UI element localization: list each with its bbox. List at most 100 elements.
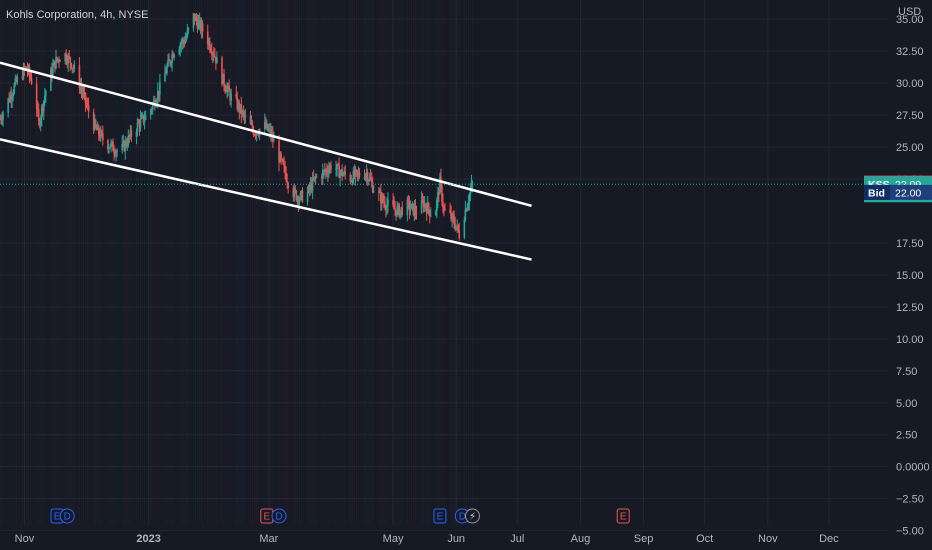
candle-body: [265, 123, 268, 128]
candle-body: [96, 126, 99, 131]
candle-body: [85, 103, 88, 105]
price-tags: Ask22.10KSS22.0915:21Bid22.00: [0, 175, 932, 203]
candle-body: [426, 203, 429, 214]
candle-body: [314, 176, 317, 178]
earnings-event-marker[interactable]: E: [433, 508, 447, 524]
candle-body: [315, 176, 318, 178]
candle-body: [224, 85, 226, 90]
candle-body: [182, 39, 185, 42]
candle-body: [24, 67, 27, 70]
candle-body: [436, 199, 438, 212]
candle-body: [469, 190, 472, 195]
candle-body: [58, 58, 60, 61]
candle-body: [251, 124, 254, 130]
earnings-future-event-marker[interactable]: E: [616, 508, 630, 524]
candle-body: [393, 205, 395, 210]
candle-body: [228, 85, 230, 92]
candle-body: [355, 169, 358, 171]
candle-body: [313, 176, 316, 180]
upper-channel-trendline[interactable]: [0, 61, 532, 208]
candle-body: [178, 49, 181, 55]
price-tick-label: 5.00: [896, 398, 917, 410]
price-axis[interactable]: 35.0032.5030.0027.5025.0022.5017.5015.00…: [896, 14, 930, 537]
candle-body: [396, 206, 398, 216]
candle-body: [10, 95, 13, 100]
candle-body: [1, 119, 3, 121]
candle-body: [73, 65, 76, 69]
candles: [0, 0, 474, 525]
candle-body: [365, 172, 368, 175]
candle-body: [201, 23, 204, 32]
time-tick-label: Nov: [15, 533, 35, 545]
lower-channel-trendline[interactable]: [0, 138, 532, 261]
candle-body: [243, 113, 246, 117]
candle-body: [2, 113, 4, 120]
candle-body: [225, 89, 227, 93]
candle-body: [424, 203, 427, 208]
candle-body: [151, 103, 154, 110]
candle-body: [363, 176, 366, 179]
earnings-past-event-marker[interactable]: E: [260, 508, 274, 524]
candle-body: [52, 66, 54, 76]
candle-body: [429, 215, 432, 217]
time-tick-label: Mar: [259, 533, 278, 545]
dividend-event-marker[interactable]: D: [271, 508, 287, 524]
candle-body: [343, 171, 345, 175]
candle-body: [414, 206, 417, 213]
candle-body: [108, 147, 110, 150]
candle-body: [392, 199, 394, 206]
candle-body: [383, 201, 385, 203]
candle-body: [454, 224, 456, 230]
candle-body: [123, 141, 126, 152]
candle-body: [456, 224, 459, 227]
split-event-marker[interactable]: ⚡: [464, 508, 480, 524]
candle-body: [339, 172, 341, 178]
price-tick-label: 7.50: [896, 366, 917, 378]
dividend-badge: [271, 508, 287, 524]
candle-body: [207, 41, 210, 45]
candle-body: [320, 176, 323, 179]
candle-body: [420, 199, 423, 214]
event-letter: D: [64, 512, 71, 523]
candle-body: [216, 57, 218, 64]
candle-body: [80, 86, 83, 91]
candle-body: [385, 207, 387, 210]
candle-body: [428, 210, 431, 217]
candle-body: [156, 100, 158, 105]
candle-body: [168, 59, 170, 61]
time-axis[interactable]: Nov 2023 Mar May Jun Jul Aug Sep Oct Nov Dec: [15, 533, 840, 545]
candle-body: [84, 92, 87, 104]
earnings-badge: [616, 508, 630, 524]
candle-body: [395, 210, 397, 216]
candle-body: [438, 191, 440, 195]
candle-body: [386, 204, 388, 210]
candle-body: [115, 151, 117, 155]
candle-body: [349, 174, 352, 182]
candle-body: [324, 170, 326, 172]
candle-body: [135, 131, 138, 137]
candle-body: [141, 114, 144, 117]
candle-body: [257, 134, 260, 136]
grid: [0, 0, 888, 532]
events[interactable]: E D E D E D ⚡ E: [50, 508, 630, 524]
dividend-event-marker[interactable]: D: [59, 508, 75, 524]
candle-body: [306, 192, 309, 202]
trendlines[interactable]: [0, 61, 532, 261]
candle-body: [381, 195, 383, 204]
candle-body: [64, 53, 66, 61]
candle-body: [413, 206, 416, 215]
candle-body: [180, 43, 183, 45]
candle-body: [278, 140, 280, 163]
candle-body: [183, 41, 186, 44]
candle-body: [83, 92, 86, 94]
candle-body: [466, 205, 469, 211]
candle-body: [425, 207, 428, 214]
candle-body: [199, 19, 202, 31]
dividend-badge: [59, 508, 75, 524]
candle-body: [129, 130, 132, 137]
candle-body: [143, 119, 146, 123]
candle-body: [312, 177, 315, 180]
candle-body: [470, 183, 473, 191]
